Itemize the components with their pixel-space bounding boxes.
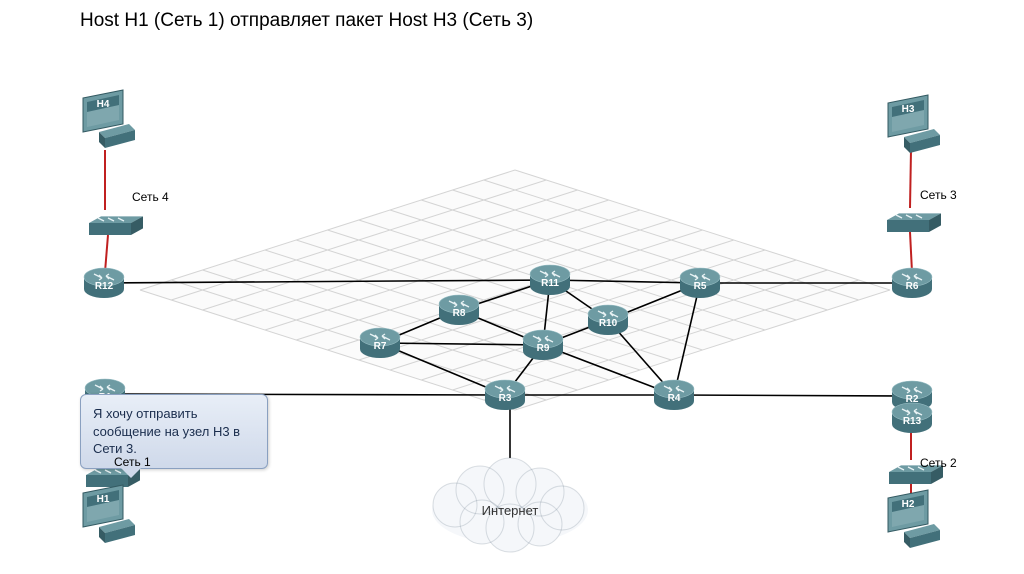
svg-text:R12: R12 <box>95 281 114 292</box>
svg-text:H4: H4 <box>97 99 110 110</box>
diagram-svg: ИнтернетR1R2R3R4R5R6R7R8R9R10R11R12R13H1… <box>0 0 1024 574</box>
net3-label: Сеть 3 <box>920 188 957 202</box>
svg-text:R13: R13 <box>903 416 922 427</box>
svg-text:R6: R6 <box>906 281 919 292</box>
callout-text: Я хочу отправить сообщение на узел H3 в … <box>93 406 240 456</box>
svg-text:H1: H1 <box>97 494 110 505</box>
net1-label: Сеть 1 <box>114 455 151 469</box>
svg-text:R9: R9 <box>537 343 550 354</box>
svg-text:H3: H3 <box>902 104 915 115</box>
svg-text:H2: H2 <box>902 499 915 510</box>
net4-label: Сеть 4 <box>132 190 169 204</box>
svg-text:R5: R5 <box>694 281 707 292</box>
svg-text:Интернет: Интернет <box>482 503 539 518</box>
svg-text:R3: R3 <box>499 393 512 404</box>
svg-text:R10: R10 <box>599 318 618 329</box>
callout-bubble: Я хочу отправить сообщение на узел H3 в … <box>80 394 268 469</box>
svg-text:R4: R4 <box>668 393 681 404</box>
net2-label: Сеть 2 <box>920 456 957 470</box>
svg-text:R8: R8 <box>453 308 466 319</box>
svg-text:R7: R7 <box>374 341 387 352</box>
svg-text:R11: R11 <box>541 278 559 289</box>
